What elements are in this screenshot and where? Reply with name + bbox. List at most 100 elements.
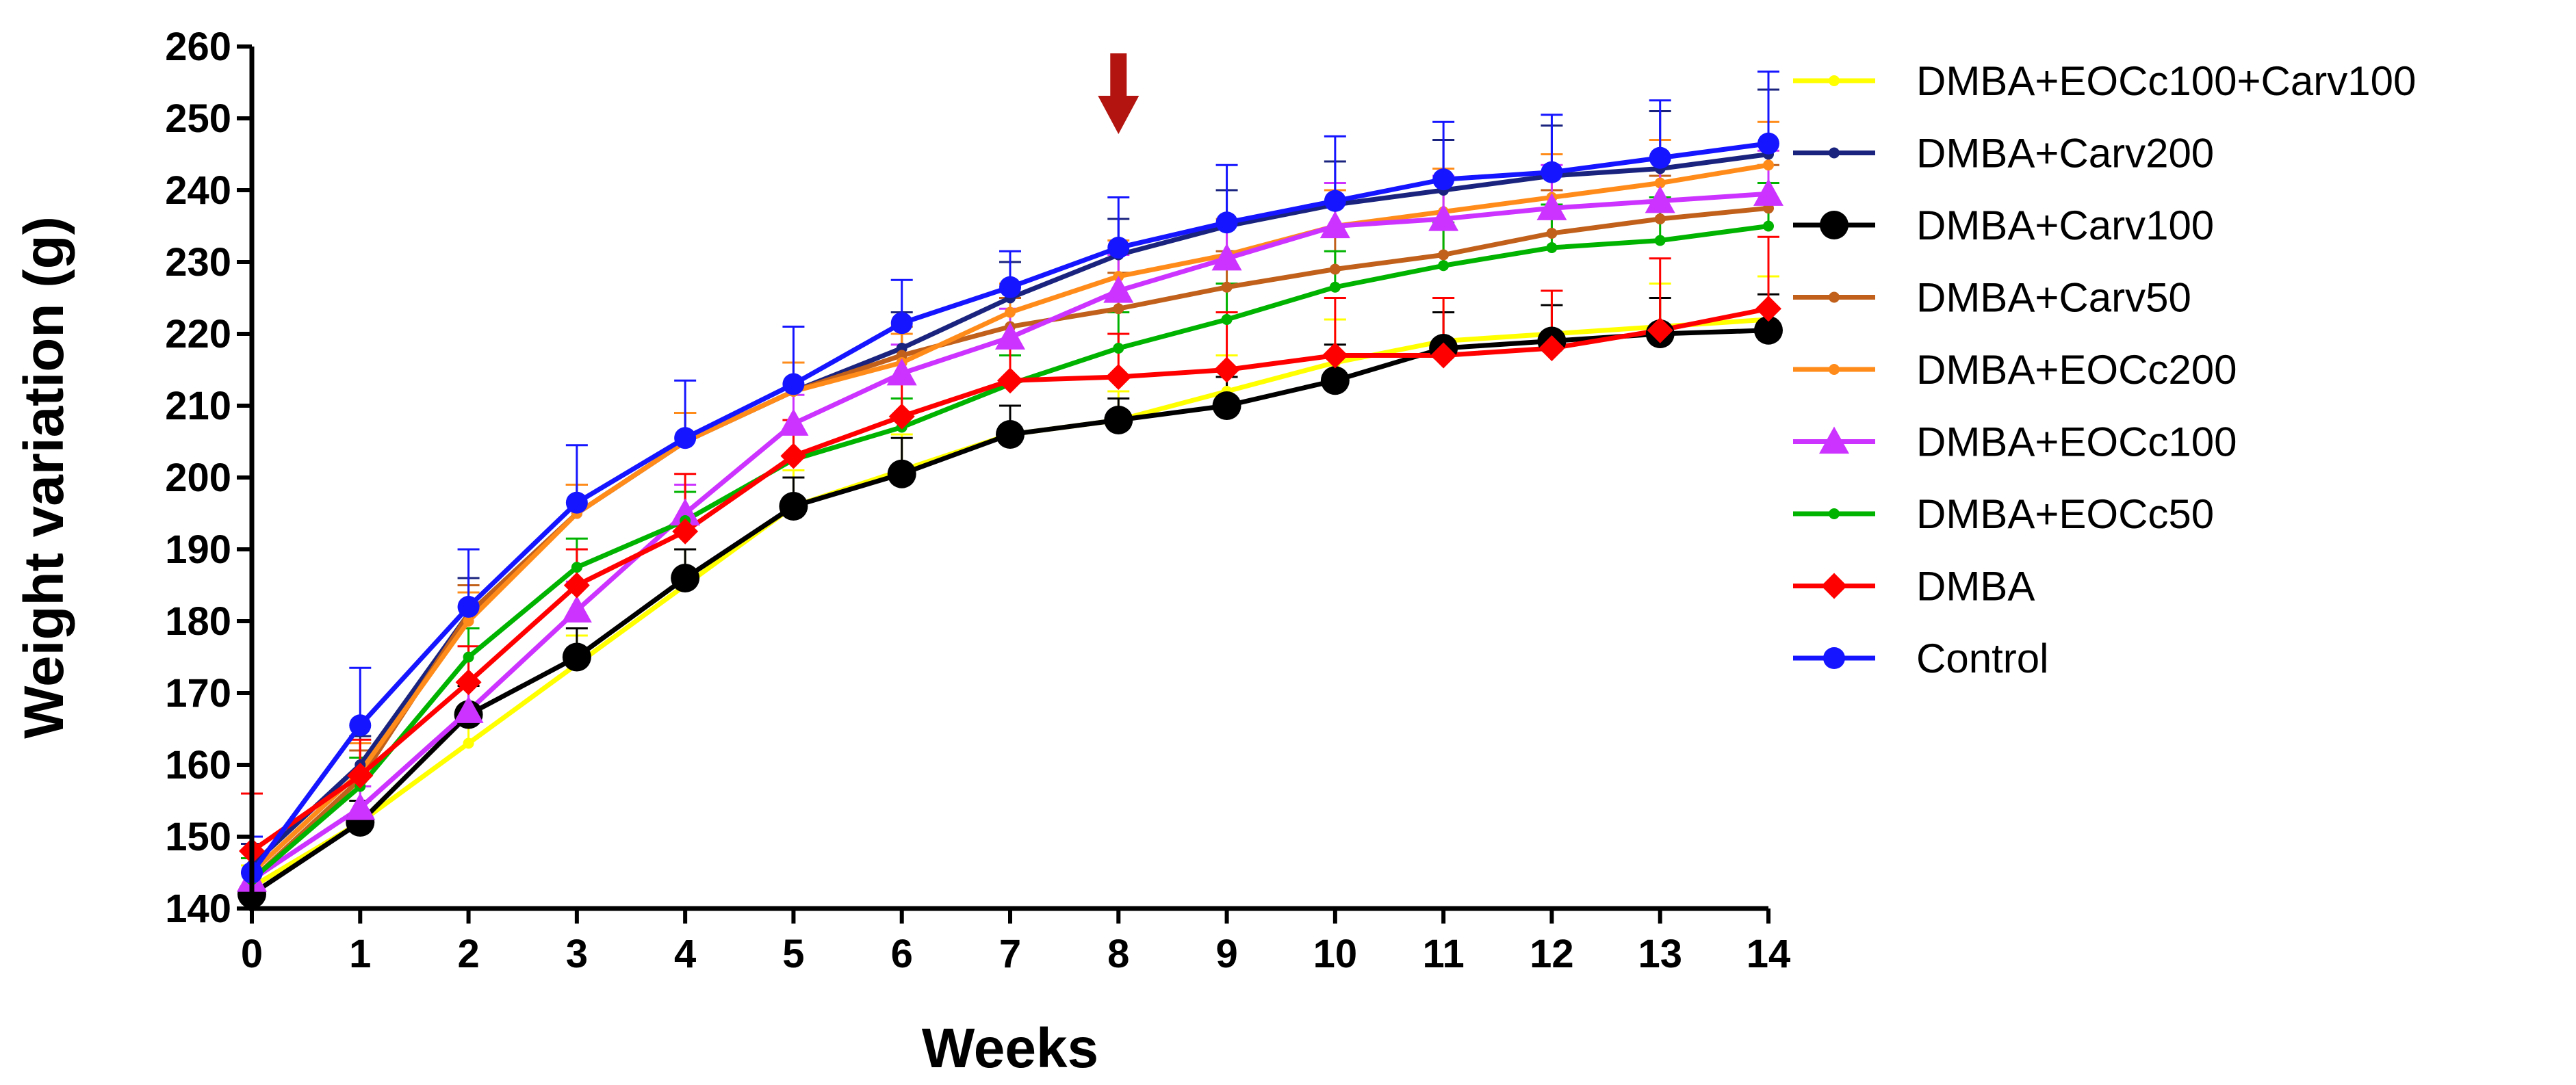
data-point-dmba-carv100 bbox=[1104, 406, 1133, 434]
data-point-dmba-eocc200 bbox=[1763, 159, 1774, 171]
data-point-dmba-eocc50 bbox=[1763, 220, 1774, 232]
data-point-dmba-carv100 bbox=[1212, 391, 1241, 420]
data-point-dmba-eocc200 bbox=[1654, 177, 1666, 189]
y-tick-label: 170 bbox=[165, 671, 231, 716]
data-point-dmba-eocc50 bbox=[1546, 242, 1558, 253]
data-point-dmba-eocc100 bbox=[1645, 185, 1675, 213]
legend-item-dmba: DMBA bbox=[1793, 564, 2035, 610]
y-tick-label: 180 bbox=[165, 599, 231, 644]
data-point-control bbox=[1215, 211, 1238, 234]
data-point-dmba-eocc50 bbox=[1438, 260, 1450, 272]
legend-label: Control bbox=[1916, 636, 2048, 681]
data-point-dmba-carv100 bbox=[887, 459, 916, 488]
data-point-dmba bbox=[780, 443, 807, 469]
y-tick-label: 250 bbox=[165, 96, 231, 141]
data-point-dmba bbox=[1647, 317, 1673, 343]
data-point-dmba-eocc100 bbox=[670, 498, 701, 526]
data-point-dmba-eocc100 bbox=[886, 358, 917, 386]
data-point-control bbox=[1541, 161, 1563, 183]
data-point-dmba bbox=[1755, 296, 1781, 322]
series-markers bbox=[237, 132, 1783, 908]
y-tick-label: 160 bbox=[165, 743, 231, 787]
legend-swatch-marker bbox=[1820, 211, 1849, 239]
arrow-shaft bbox=[1110, 53, 1127, 100]
legend-swatch-marker bbox=[1821, 573, 1847, 599]
legend-item-dmba-carv100: DMBA+Carv100 bbox=[1793, 202, 2214, 248]
data-point-dmba bbox=[1213, 356, 1240, 383]
data-point-dmba-carv100 bbox=[996, 420, 1025, 449]
x-tick-label: 9 bbox=[1215, 932, 1237, 976]
legend-item-dmba-eocc200: DMBA+EOCc200 bbox=[1793, 347, 2237, 393]
week-8-arrow-annotation bbox=[1098, 53, 1139, 134]
data-point-dmba-carv100 bbox=[671, 564, 700, 592]
data-point-dmba-eocc50 bbox=[1113, 343, 1124, 354]
data-point-dmba-eocc50 bbox=[1329, 281, 1341, 293]
x-tick-label: 2 bbox=[457, 932, 479, 976]
data-point-dmba-eocc100 bbox=[1211, 243, 1242, 271]
x-tick-label: 5 bbox=[782, 932, 804, 976]
x-tick-label: 10 bbox=[1313, 932, 1358, 976]
data-point-dmba bbox=[997, 367, 1023, 394]
data-point-dmba-eocc200 bbox=[463, 616, 474, 627]
y-tick-label: 260 bbox=[165, 25, 231, 69]
x-tick-label: 8 bbox=[1107, 932, 1129, 976]
data-point-control bbox=[782, 373, 805, 395]
x-tick-label: 11 bbox=[1422, 932, 1464, 976]
legend-item-dmba-carv50: DMBA+Carv50 bbox=[1793, 275, 2191, 321]
legend-swatch-marker bbox=[1829, 364, 1840, 375]
y-tick-label: 210 bbox=[165, 384, 231, 428]
legend-label: DMBA+EOCc100+Carv100 bbox=[1916, 58, 2416, 104]
legend-item-control: Control bbox=[1793, 636, 2048, 681]
data-point-dmba bbox=[1322, 342, 1348, 369]
data-point-dmba-carv50 bbox=[1438, 249, 1450, 261]
y-tick-label: 200 bbox=[165, 456, 231, 500]
data-point-dmba bbox=[888, 403, 915, 430]
x-tick-label: 3 bbox=[566, 932, 588, 976]
y-tick-label: 230 bbox=[165, 240, 231, 285]
data-point-dmba bbox=[1105, 364, 1132, 390]
data-point-control bbox=[1324, 189, 1346, 212]
data-point-dmba-carv50 bbox=[1546, 228, 1558, 239]
legend-swatch-marker bbox=[1823, 647, 1845, 669]
data-point-dmba-eocc50 bbox=[463, 651, 474, 663]
x-tick-label: 4 bbox=[674, 932, 696, 976]
data-point-control bbox=[1649, 146, 1671, 169]
data-point-dmba-eocc100 bbox=[995, 322, 1025, 350]
data-point-control bbox=[565, 491, 588, 514]
legend-label: DMBA+EOCc100 bbox=[1916, 419, 2237, 465]
x-tick-label: 13 bbox=[1638, 932, 1682, 976]
data-point-dmba-carv100 bbox=[562, 642, 591, 672]
legend-label: DMBA+Carv100 bbox=[1916, 202, 2214, 248]
y-ticks: 140 150 160 170 180 190 200 210 220 230 240 250 260 bbox=[165, 25, 252, 931]
y-tick-label: 190 bbox=[165, 527, 231, 572]
data-point-control bbox=[1432, 168, 1455, 191]
data-point-dmba-carv100 bbox=[1320, 366, 1350, 395]
data-point-control bbox=[674, 427, 697, 449]
data-point-dmba-carv50 bbox=[1329, 263, 1341, 275]
data-point-dmba-eocc50 bbox=[1221, 314, 1233, 325]
legend-swatch-marker bbox=[1819, 426, 1849, 454]
data-point-dmba bbox=[347, 762, 374, 789]
data-point-control bbox=[999, 276, 1021, 298]
data-point-dmba-eocc100 bbox=[453, 696, 484, 723]
data-point-dmba-eocc100 bbox=[345, 793, 376, 820]
data-point-dmba-eocc100 bbox=[1536, 193, 1567, 220]
y-tick-label: 150 bbox=[165, 815, 231, 859]
data-point-dmba-eocc100 bbox=[561, 595, 592, 623]
data-point-control bbox=[890, 312, 913, 335]
data-point-dmba-eocc50 bbox=[1654, 235, 1666, 246]
legend-item-dmba-eocc100-carv100: DMBA+EOCc100+Carv100 bbox=[1793, 58, 2416, 104]
data-point-control bbox=[457, 596, 480, 618]
legend-swatch-marker bbox=[1829, 291, 1840, 303]
legend-swatch-marker bbox=[1829, 75, 1840, 86]
data-point-dmba bbox=[1538, 335, 1565, 361]
legend-swatch-marker bbox=[1829, 147, 1840, 159]
x-tick-label: 0 bbox=[241, 932, 263, 976]
x-tick-label: 12 bbox=[1530, 932, 1574, 976]
data-point-control bbox=[349, 714, 372, 737]
legend-label: DMBA+Carv200 bbox=[1916, 131, 2214, 177]
data-point-dmba-eocc100-carv100 bbox=[463, 737, 474, 749]
legend-item-dmba-eocc50: DMBA+EOCc50 bbox=[1793, 491, 2214, 537]
legend-item-dmba-eocc100: DMBA+EOCc100 bbox=[1793, 419, 2237, 465]
